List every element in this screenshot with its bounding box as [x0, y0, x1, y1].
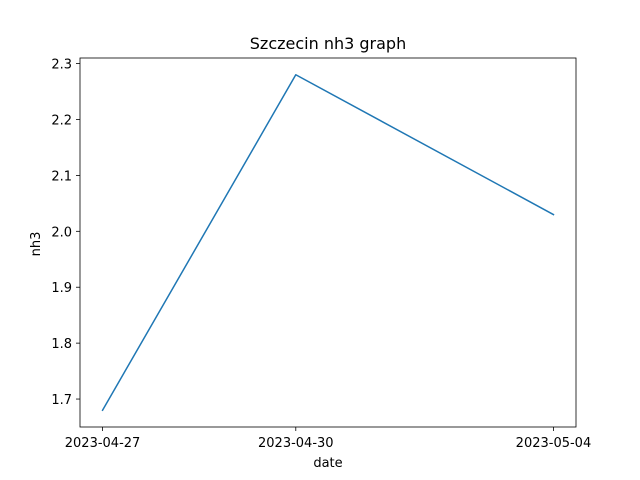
series-line-1: [101, 74, 555, 412]
axes-frame: [79, 57, 577, 428]
x-axis-label: date: [313, 456, 342, 471]
x-tick-label: 2023-04-30: [258, 436, 334, 451]
y-axis-label: nh3: [29, 232, 44, 257]
y-tick-label: 1.9: [51, 281, 72, 296]
y-tick-label: 2.1: [51, 169, 72, 184]
y-tick-label: 1.8: [51, 337, 72, 352]
y-tick-label: 1.7: [51, 393, 72, 408]
chart-title: Szczecin nh3 graph: [250, 34, 406, 53]
x-tick-label: 2023-05-04: [516, 436, 592, 451]
plot-area: 2023-04-27 2023-04-30 2023-05-04 1.7 1.8 1.9 2…: [51, 58, 591, 451]
y-tick-label: 2.3: [51, 58, 72, 73]
y-tick-label: 2.2: [51, 114, 72, 129]
y-tick-label: 2.0: [51, 225, 72, 240]
x-tick-label: 2023-04-27: [65, 436, 141, 451]
